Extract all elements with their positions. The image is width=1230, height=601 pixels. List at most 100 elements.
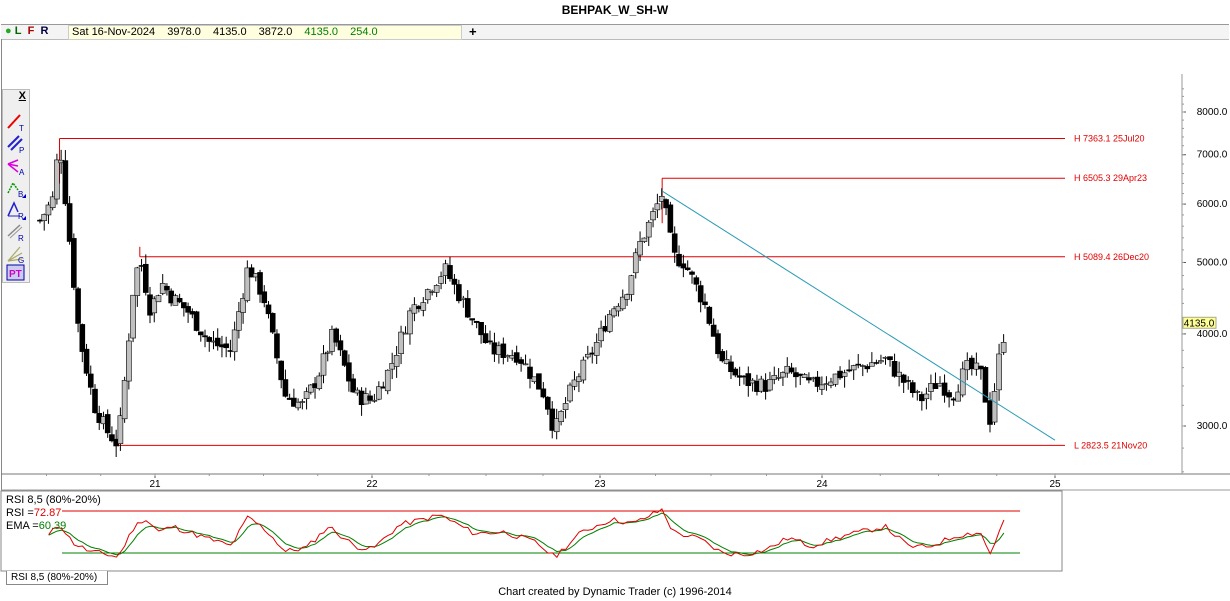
fib-extension-icon: B <box>7 181 26 198</box>
candle-body <box>473 320 480 323</box>
ema-line <box>48 512 1005 556</box>
candle-body <box>299 401 306 403</box>
candle-body <box>728 361 734 373</box>
x-tick-label: 23 <box>594 479 606 490</box>
candle-body <box>780 372 786 378</box>
candle-body <box>680 263 687 269</box>
candle-body <box>846 369 852 372</box>
candle-body <box>231 329 238 353</box>
ema-value: 60.39 <box>38 520 67 532</box>
close-icon[interactable]: X <box>18 90 26 102</box>
candle-body <box>914 391 921 393</box>
candle-body <box>641 237 648 242</box>
candle-body <box>49 196 56 208</box>
candle-body <box>324 351 331 354</box>
trendline-tool[interactable]: T <box>6 112 26 132</box>
candle-body <box>909 382 916 394</box>
tab-rsi[interactable]: RSI 8,5 (80%-20%) <box>6 571 108 585</box>
candle-body <box>658 196 665 202</box>
candle-body <box>130 294 136 339</box>
candle-body <box>393 355 400 367</box>
candle-body <box>223 343 229 349</box>
add-plus-icon[interactable]: + <box>469 24 477 39</box>
candle-body <box>274 333 280 359</box>
retracement-tool[interactable]: R <box>6 200 26 220</box>
candle-body <box>710 324 717 337</box>
bar-close: 4135.0 <box>304 26 339 38</box>
candle-body <box>478 321 484 336</box>
level-label: L 2823.5 21Nov20 <box>1074 440 1147 450</box>
candle-body <box>164 285 170 291</box>
trendline-icon: T <box>7 114 24 132</box>
chart-frame <box>1 39 1230 491</box>
candle-body <box>518 359 524 364</box>
candle-body <box>500 343 507 358</box>
candle-body <box>562 403 569 411</box>
candle-body <box>522 363 529 366</box>
candle-body <box>536 373 542 390</box>
tool-letter: A <box>19 168 25 176</box>
candle-body <box>337 340 344 351</box>
y-tick-label: 3000.0 <box>1197 421 1228 432</box>
gann-fan-tool[interactable]: G <box>6 244 26 264</box>
candle-body <box>941 382 948 396</box>
drawing-toolbar: X T P A B R R G PT <box>2 89 30 283</box>
pitchfork-tool[interactable]: A <box>6 156 26 176</box>
tool-letter: R <box>18 212 24 220</box>
gann-fan-icon: G <box>7 246 24 264</box>
ema-label: EMA = <box>6 520 39 532</box>
candle-body <box>619 296 626 310</box>
candle-body <box>117 415 124 444</box>
candle-body <box>719 351 726 362</box>
candle-body <box>900 374 907 383</box>
candle-body <box>308 384 314 393</box>
candle-body <box>66 203 73 242</box>
fib-extension-tool[interactable]: B <box>6 178 26 198</box>
candle-body <box>176 297 183 303</box>
toolbar-close-button[interactable]: X <box>6 90 26 110</box>
candle-body <box>155 295 162 303</box>
candle-body <box>955 391 961 402</box>
candle-body <box>371 399 378 402</box>
y-tick-label: 8000.0 <box>1197 107 1228 118</box>
flag-indicators: ● L F R <box>5 25 48 37</box>
tool-letter: T <box>19 124 24 132</box>
candle-body <box>567 384 573 402</box>
candle-body <box>553 418 560 433</box>
retracement-icon: R <box>7 201 26 220</box>
tool-letter: P <box>19 146 24 154</box>
bar-high: 4135.0 <box>212 26 247 38</box>
time-projection-tool[interactable]: PT <box>6 264 26 284</box>
candle-body <box>41 214 48 221</box>
rsi-label: RSI = <box>6 507 34 519</box>
flag-r[interactable]: R <box>40 25 49 37</box>
parallel-tool[interactable]: P <box>6 134 26 154</box>
flag-f[interactable]: F <box>27 25 35 37</box>
candle-body <box>469 318 476 321</box>
candle-body <box>878 360 884 363</box>
candle-body <box>71 238 77 288</box>
candle-body <box>248 267 255 278</box>
candle-body <box>346 362 352 382</box>
candle-body <box>236 311 242 331</box>
ratio-tool[interactable]: R <box>6 222 26 242</box>
candle-body <box>244 267 251 301</box>
status-dot-icon: ● <box>5 25 12 37</box>
candle-body <box>75 288 81 324</box>
chart-title: BEHPAK_W_SH-W <box>561 3 669 17</box>
candle-body <box>571 379 578 387</box>
tool-letter: PT <box>9 269 22 280</box>
candle-body <box>667 204 674 233</box>
candle-body <box>697 285 704 303</box>
bar-open: 3978.0 <box>167 26 201 38</box>
candle-body <box>624 294 630 300</box>
x-tick-label: 22 <box>366 479 378 490</box>
level-label: H 7363.1 25Jul20 <box>1074 134 1145 144</box>
candle-body <box>715 333 721 355</box>
flag-l[interactable]: L <box>14 25 22 37</box>
candle-body <box>873 362 880 364</box>
candle-body <box>126 340 132 382</box>
candle-body <box>202 335 208 338</box>
candle-body <box>438 276 444 284</box>
